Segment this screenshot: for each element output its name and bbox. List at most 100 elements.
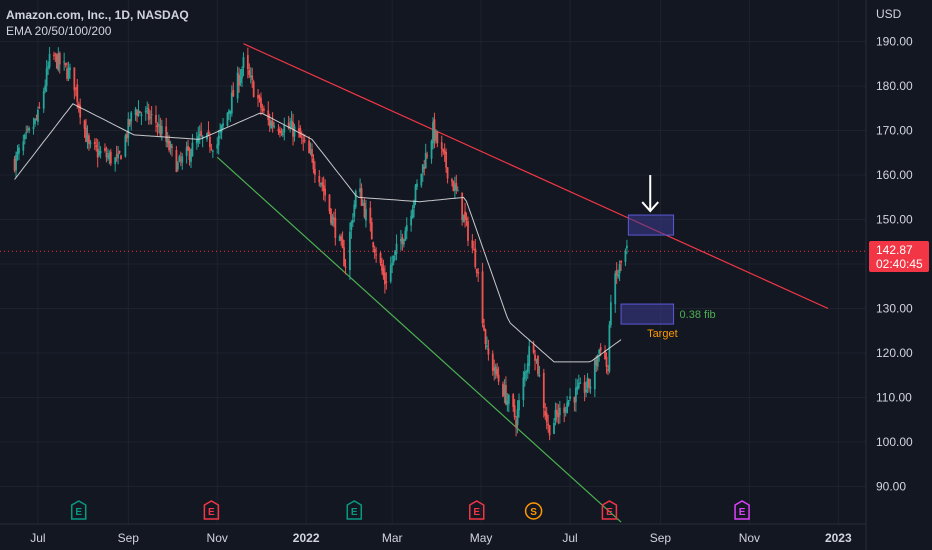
price-tick-label: 100.00 <box>876 435 913 449</box>
candle-body <box>481 271 484 324</box>
event-marker-shape[interactable] <box>524 502 543 520</box>
candle-body <box>471 240 474 249</box>
candle-body <box>120 155 122 160</box>
candle-body <box>311 148 313 157</box>
candle-body <box>128 119 131 125</box>
candle-body <box>85 127 87 142</box>
event-marker-letter: E <box>351 507 358 518</box>
candle-body <box>115 154 118 156</box>
symbol-title[interactable]: Amazon.com, Inc., 1D, NASDAQ <box>6 8 189 22</box>
candle-body <box>534 354 536 361</box>
event-marker-shape[interactable] <box>346 500 363 520</box>
trendlines[interactable] <box>216 43 829 523</box>
candle-body <box>93 141 96 145</box>
earnings-event-marker[interactable]: E <box>468 500 485 520</box>
time-tick-label[interactable]: Sep <box>118 531 140 545</box>
candle-body <box>45 68 48 86</box>
candle-body <box>15 154 17 171</box>
candle-body <box>400 238 402 242</box>
candle-body <box>605 356 608 367</box>
candle-body <box>537 355 539 375</box>
earnings-event-marker[interactable]: S <box>524 502 543 520</box>
time-tick-label[interactable]: May <box>470 531 493 545</box>
candle-body <box>579 382 582 384</box>
earnings-event-marker[interactable]: E <box>203 500 220 520</box>
candle-body <box>248 70 251 75</box>
earnings-event-marker[interactable]: E <box>346 500 363 520</box>
candle-body <box>472 249 475 251</box>
chart-legend[interactable]: Amazon.com, Inc., 1D, NASDAQ EMA 20/50/1… <box>6 7 189 39</box>
candle-body <box>363 202 366 218</box>
candle-body <box>351 219 354 223</box>
candle-body <box>548 425 551 436</box>
candle-body <box>108 153 111 160</box>
time-tick-label[interactable]: 2022 <box>293 531 320 545</box>
earnings-event-marker[interactable]: E <box>70 500 87 520</box>
time-tick-label[interactable]: Nov <box>207 531 228 545</box>
resistance-zone[interactable] <box>627 214 675 236</box>
price-axis-panel[interactable] <box>866 0 932 550</box>
candle-body <box>340 236 343 241</box>
candle-body <box>626 245 628 249</box>
candle-body <box>262 108 265 111</box>
candle-body <box>411 209 414 219</box>
candle-body <box>283 125 286 133</box>
candle-body <box>593 360 596 390</box>
time-axis-ticks[interactable]: Jul Sep Nov 2022 Mar May Jul Sep Nov 2023 <box>30 531 852 545</box>
candle-body <box>252 81 255 98</box>
time-tick-label[interactable]: 2023 <box>825 531 852 545</box>
candle-body <box>421 164 424 173</box>
earnings-event-marker[interactable]: E <box>734 500 750 520</box>
candle-body <box>241 68 243 79</box>
candle-body <box>176 162 179 170</box>
fib-zone[interactable] <box>620 303 675 325</box>
candle-body <box>209 136 211 148</box>
time-tick-label[interactable]: Jul <box>562 531 577 545</box>
time-tick-label[interactable]: Nov <box>739 531 760 545</box>
candle-body <box>413 201 415 209</box>
event-marker-shape[interactable] <box>734 500 750 520</box>
candle-body <box>615 270 618 276</box>
candle-body <box>344 266 347 268</box>
event-marker-letter: E <box>208 507 215 518</box>
indicator-label[interactable]: EMA 20/50/100/200 <box>6 24 112 38</box>
candle-body <box>331 216 334 225</box>
candle-body <box>624 251 627 263</box>
event-marker-shape[interactable] <box>468 500 485 520</box>
candle-body <box>66 68 68 79</box>
time-tick-label[interactable]: Mar <box>382 531 403 545</box>
earnings-event-marker[interactable]: E <box>601 500 618 520</box>
candle-body <box>104 148 106 151</box>
candle-body <box>279 130 281 133</box>
candle-body <box>538 375 541 377</box>
candle-body <box>453 184 456 191</box>
candle-body <box>348 231 351 271</box>
candle-body <box>423 166 426 169</box>
time-tick-label[interactable]: Sep <box>650 531 672 545</box>
candle-body <box>246 55 249 69</box>
candle-body <box>211 150 214 152</box>
candle-body <box>493 367 496 372</box>
candle-body <box>343 247 345 266</box>
candle-body <box>564 409 567 412</box>
highlight-zones[interactable] <box>620 214 675 325</box>
price-tick-label: 150.00 <box>876 213 913 227</box>
candle-body <box>452 181 455 192</box>
event-marker-shape[interactable] <box>203 500 220 520</box>
event-marker-shape[interactable] <box>601 500 618 520</box>
candle-body <box>261 108 264 111</box>
event-marker-shape[interactable] <box>70 500 87 520</box>
resistance-trendline[interactable] <box>243 43 829 310</box>
candle-body <box>321 182 324 187</box>
time-tick-label[interactable]: Jul <box>30 531 45 545</box>
candle-body <box>249 75 252 78</box>
candle-body <box>88 135 90 144</box>
candle-body <box>198 133 201 137</box>
support-trendline[interactable] <box>216 156 622 523</box>
candle-body <box>586 377 589 389</box>
candle-body <box>556 409 558 415</box>
candle-body <box>576 386 579 390</box>
candle-body <box>300 137 303 139</box>
